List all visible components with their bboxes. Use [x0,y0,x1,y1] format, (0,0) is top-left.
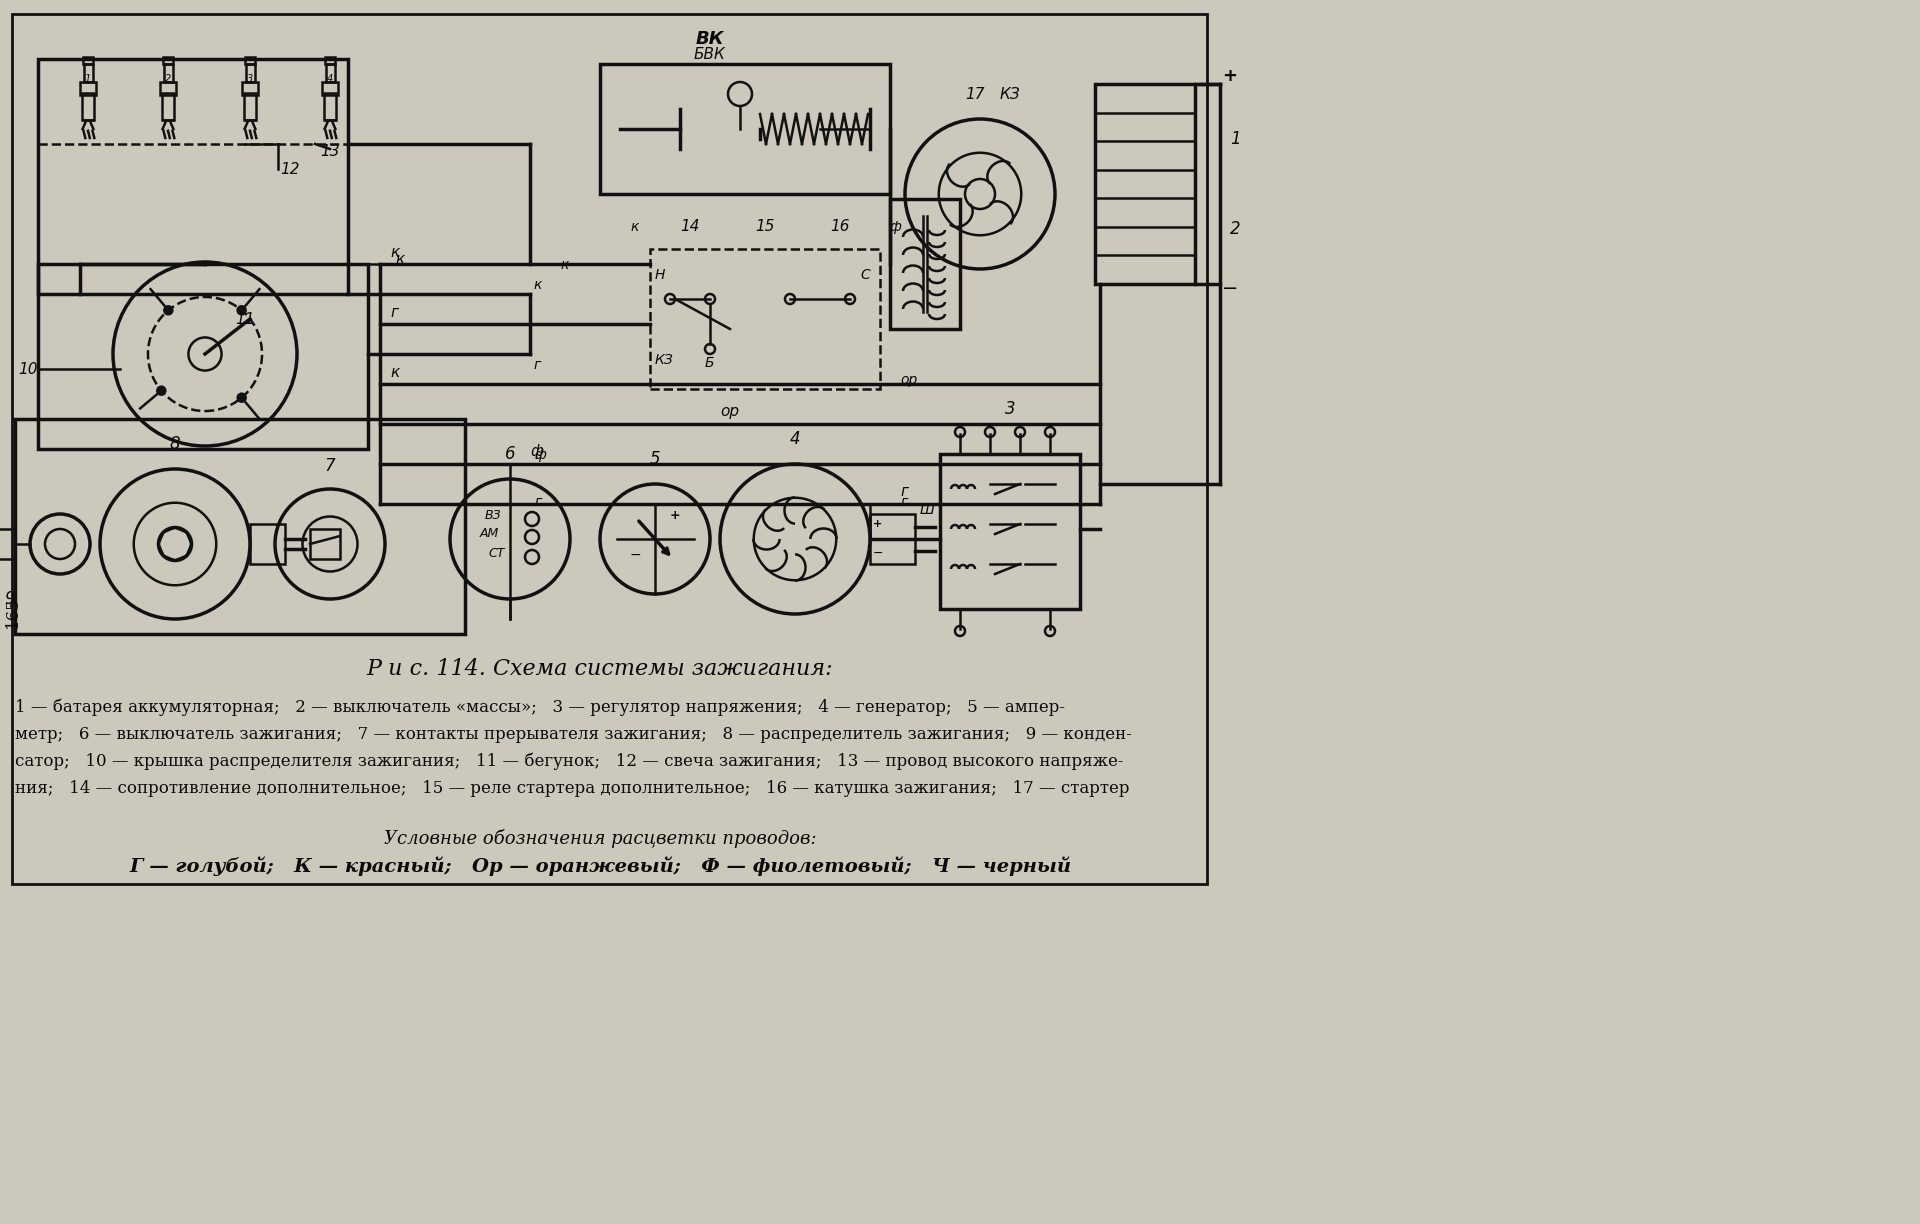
Text: Г — голубой;   К — красный;   Ор — оранжевый;   Ф — фиолетовый;   Ч — черный: Г — голубой; К — красный; Ор — оранжевый… [129,856,1071,875]
Text: 5: 5 [649,450,660,468]
Bar [0,529,15,559]
Text: 2: 2 [1231,220,1240,237]
Text: к: к [390,365,399,379]
Text: ф: ф [530,444,543,459]
Text: г: г [534,494,541,509]
Bar [599,64,891,193]
Bar [81,82,96,94]
Bar [941,454,1079,610]
Text: +: + [670,509,680,521]
Text: БВК: БВК [693,47,726,62]
Text: 15: 15 [755,219,776,234]
Text: 3: 3 [1004,400,1016,419]
Bar [324,93,336,120]
Text: 1: 1 [1231,130,1240,148]
Bar [324,58,336,64]
Bar [651,248,879,389]
Bar [1094,84,1194,284]
Text: Н: Н [655,268,666,282]
Text: +: + [1221,67,1236,84]
Text: ВЗ: ВЗ [486,509,501,521]
Text: 13: 13 [321,144,340,159]
Text: к: к [390,245,399,259]
Bar [38,264,369,449]
Bar [323,82,338,94]
Text: 14: 14 [680,219,699,234]
Text: −: − [874,547,883,561]
Text: 17: 17 [966,87,985,102]
Text: г: г [534,357,540,372]
Text: 8: 8 [169,435,180,453]
Text: 1 — батарея аккумуляторная;   2 — выключатель «массы»;   3 — регулятор напряжени: 1 — батарея аккумуляторная; 2 — выключат… [15,699,1066,716]
Text: 4: 4 [326,73,334,84]
Text: 9: 9 [4,590,15,608]
Text: Б: Б [705,356,714,370]
Text: ор: ор [720,404,739,419]
Text: Ш: Ш [920,503,935,517]
Text: 6: 6 [505,446,515,463]
Text: ф: ф [534,448,545,461]
Circle shape [157,387,165,394]
Bar [38,59,348,294]
Text: г: г [900,483,908,499]
Text: 165: 165 [4,596,21,628]
Text: КЗ: КЗ [655,353,674,367]
Text: АМ: АМ [480,528,499,540]
Bar [83,64,92,82]
Bar [83,58,94,64]
Bar [83,93,94,120]
Text: к: к [632,220,639,234]
Bar [326,64,334,82]
Text: +: + [874,519,883,529]
Text: Условные обозначения расцветки проводов:: Условные обозначения расцветки проводов: [384,829,816,848]
Text: 7: 7 [324,457,336,475]
Text: КЗ: КЗ [1000,87,1021,102]
Text: к: к [561,258,568,272]
Bar [161,93,175,120]
Bar [15,419,465,634]
Text: метр;   6 — выключатель зажигания;   7 — контакты прерывателя зажигания;   8 — р: метр; 6 — выключатель зажигания; 7 — кон… [15,726,1133,743]
Text: СТ: СТ [488,547,505,561]
Text: 4: 4 [789,430,801,448]
Text: г: г [390,305,397,319]
Circle shape [165,306,173,315]
Bar [242,82,257,94]
Text: к: к [534,278,541,293]
Text: ВК: ВК [695,31,724,48]
Text: 11: 11 [234,312,255,327]
Text: ф: ф [889,220,900,234]
Bar [163,58,173,64]
Text: 12: 12 [280,162,300,177]
Bar [159,82,177,94]
Bar [250,524,284,564]
Text: ния;   14 — сопротивление дополнительное;   15 — реле стартера дополнительное;  : ния; 14 — сопротивление дополнительное; … [15,780,1129,797]
Bar [244,58,255,64]
Text: 1: 1 [84,73,90,84]
Text: 3: 3 [248,73,253,84]
Text: к: к [396,252,405,267]
Text: С: С [860,268,870,282]
Bar [244,93,255,120]
Text: сатор;   10 — крышка распределителя зажигания;   11 — бегунок;   12 — свеча зажи: сатор; 10 — крышка распределителя зажига… [15,753,1123,770]
Text: Р и с. 114. Схема системы зажигания:: Р и с. 114. Схема системы зажигания: [367,659,833,681]
Circle shape [238,394,246,401]
Bar [891,200,960,329]
Bar [12,13,1208,884]
Text: г: г [900,494,908,509]
Text: ор: ор [900,373,918,387]
Bar [246,64,255,82]
Bar [309,529,340,559]
Text: −: − [630,548,641,562]
Text: 2: 2 [165,73,171,84]
Text: 16: 16 [829,219,851,234]
Text: 10: 10 [19,361,38,377]
Bar [870,514,916,564]
Bar [163,64,173,82]
Circle shape [238,306,246,315]
Text: −: − [1221,279,1238,297]
